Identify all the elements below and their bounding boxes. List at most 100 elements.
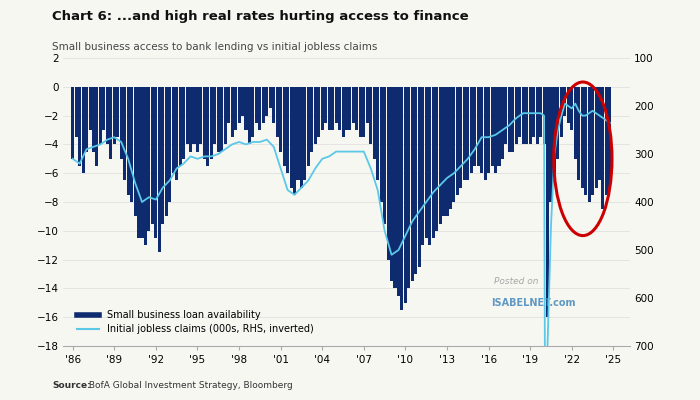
Bar — [241, 87, 244, 116]
Bar — [199, 87, 202, 144]
Bar — [390, 87, 393, 281]
Bar — [248, 87, 251, 144]
Bar — [164, 87, 168, 216]
Bar — [230, 87, 234, 137]
Bar — [328, 87, 330, 130]
Bar — [546, 87, 549, 317]
Bar — [439, 87, 442, 224]
Bar — [463, 87, 466, 180]
Bar — [193, 87, 195, 144]
Bar — [286, 87, 289, 173]
Text: Source:: Source: — [52, 381, 91, 390]
Bar — [522, 87, 525, 144]
Bar — [539, 87, 542, 137]
Bar — [321, 87, 324, 130]
Bar — [536, 87, 538, 144]
Bar — [578, 87, 580, 180]
Bar — [303, 87, 307, 180]
Bar — [564, 87, 566, 116]
Bar — [182, 87, 185, 159]
Bar — [442, 87, 445, 216]
Bar — [532, 87, 536, 137]
Bar — [428, 87, 431, 245]
Bar — [452, 87, 456, 202]
Bar — [123, 87, 126, 180]
Bar — [310, 87, 314, 152]
Bar — [594, 87, 598, 188]
Bar — [449, 87, 452, 209]
Bar — [186, 87, 188, 144]
Bar — [262, 87, 265, 123]
Bar — [407, 87, 410, 288]
Bar — [508, 87, 511, 152]
Bar — [161, 87, 164, 224]
Bar — [300, 87, 303, 188]
Bar — [518, 87, 522, 137]
Bar — [379, 87, 383, 202]
Bar — [414, 87, 417, 274]
Bar — [494, 87, 497, 173]
Bar — [276, 87, 279, 137]
Bar — [109, 87, 113, 159]
Text: Small business access to bank lending vs initial jobless claims: Small business access to bank lending vs… — [52, 42, 378, 52]
Bar — [272, 87, 275, 123]
Bar — [227, 87, 230, 123]
Bar — [331, 87, 334, 130]
Bar — [172, 87, 175, 173]
Bar — [113, 87, 116, 144]
Bar — [196, 87, 199, 152]
Text: Posted on: Posted on — [494, 277, 538, 286]
Bar — [265, 87, 268, 116]
Bar — [560, 87, 563, 137]
Bar — [342, 87, 344, 137]
Bar — [85, 87, 88, 152]
Bar — [445, 87, 449, 216]
Bar — [574, 87, 577, 159]
Bar — [269, 87, 272, 108]
Bar — [82, 87, 85, 173]
Bar — [411, 87, 414, 281]
Bar — [432, 87, 435, 238]
Bar — [88, 87, 92, 130]
Bar — [404, 87, 407, 303]
Bar — [297, 87, 300, 180]
Bar — [511, 87, 514, 152]
Bar — [220, 87, 223, 152]
Bar — [148, 87, 150, 231]
Bar — [359, 87, 362, 137]
Bar — [397, 87, 400, 296]
Bar — [234, 87, 237, 130]
Bar — [251, 87, 254, 137]
Bar — [178, 87, 182, 166]
Bar — [352, 87, 355, 123]
Text: ISABELNET.com: ISABELNET.com — [491, 298, 575, 308]
Bar — [144, 87, 147, 245]
Bar — [466, 87, 469, 180]
Bar — [279, 87, 282, 152]
Bar — [356, 87, 358, 130]
Bar — [290, 87, 293, 188]
Bar — [102, 87, 106, 130]
Bar — [553, 87, 556, 173]
Bar — [567, 87, 570, 123]
Bar — [130, 87, 133, 202]
Bar — [92, 87, 95, 152]
Bar — [556, 87, 559, 159]
Bar — [338, 87, 341, 130]
Bar — [345, 87, 348, 130]
Bar — [435, 87, 438, 231]
Bar — [206, 87, 209, 166]
Bar — [151, 87, 154, 224]
Bar — [71, 87, 74, 159]
Bar — [459, 87, 463, 188]
Bar — [425, 87, 428, 238]
Bar — [550, 87, 552, 202]
Bar — [421, 87, 424, 245]
Bar — [189, 87, 192, 152]
Bar — [570, 87, 573, 130]
Legend: Small business loan availability, Initial jobless claims (000s, RHS, inverted): Small business loan availability, Initia… — [74, 306, 317, 338]
Bar — [591, 87, 594, 195]
Bar — [335, 87, 337, 123]
Bar — [477, 87, 480, 166]
Bar — [217, 87, 220, 152]
